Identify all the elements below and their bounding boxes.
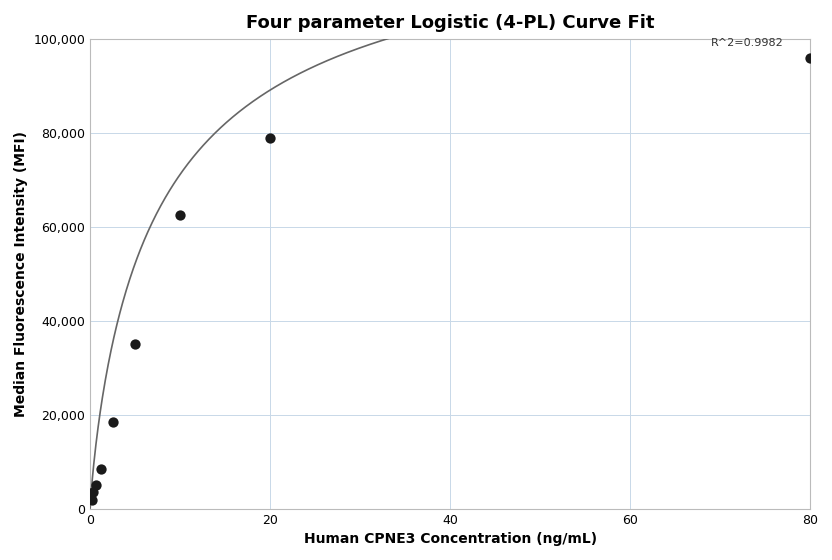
Point — [264, 133, 277, 142]
Point — [95, 464, 108, 473]
Point — [87, 488, 100, 497]
Point — [174, 211, 187, 220]
X-axis label: Human CPNE3 Concentration (ng/mL): Human CPNE3 Concentration (ng/mL) — [304, 532, 597, 546]
Point — [128, 340, 141, 349]
Point — [804, 53, 817, 62]
Title: Four parameter Logistic (4-PL) Curve Fit: Four parameter Logistic (4-PL) Curve Fit — [246, 14, 655, 32]
Point — [89, 480, 102, 489]
Y-axis label: Median Fluorescence Intensity (MFI): Median Fluorescence Intensity (MFI) — [14, 131, 28, 417]
Point — [106, 417, 119, 426]
Text: R^2=0.9982: R^2=0.9982 — [711, 39, 784, 48]
Point — [85, 496, 98, 505]
